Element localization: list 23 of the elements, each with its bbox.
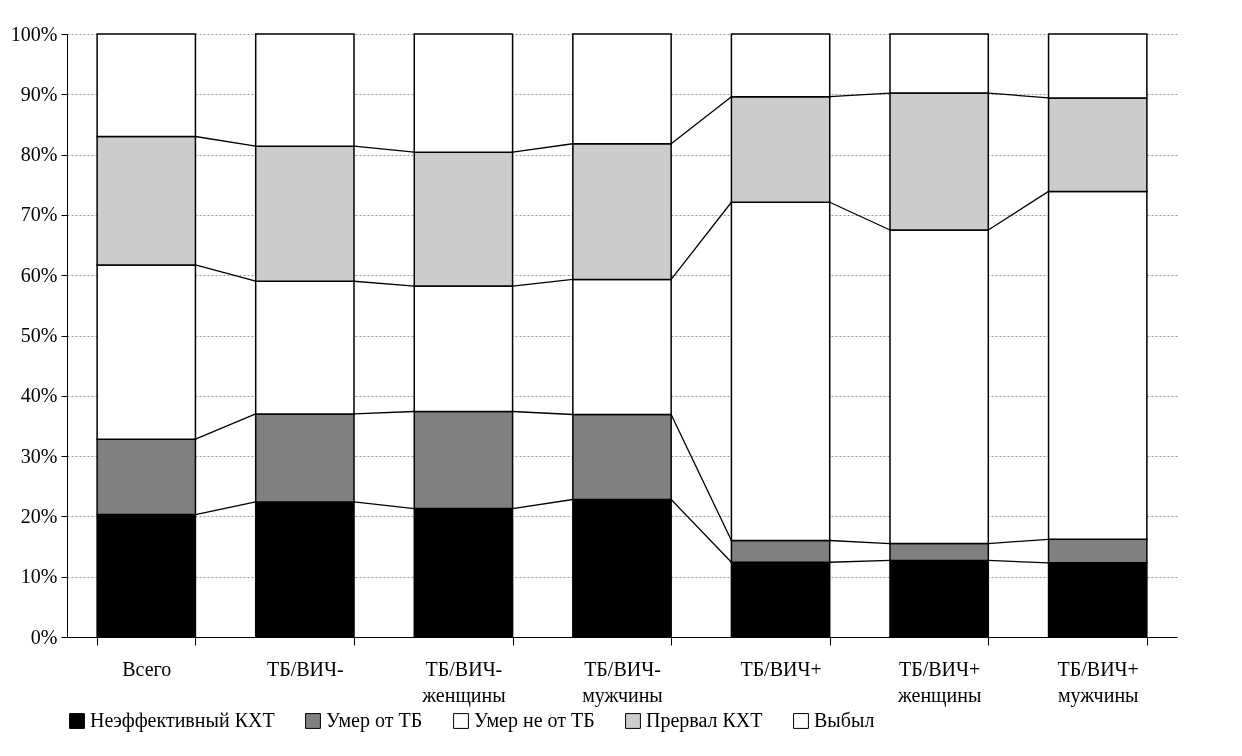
y-tick-label: 100% — [10, 22, 58, 45]
y-tick-label: 50% — [20, 324, 58, 346]
y-tick-label: 30% — [20, 444, 58, 467]
legend-label: Умер от ТБ — [326, 709, 423, 732]
y-tick-label: 90% — [20, 82, 58, 105]
y-tick-label: 60% — [20, 263, 58, 286]
x-tick-label: Всего — [122, 657, 172, 680]
x-tick-label: ТБ/ВИЧ+ женщины — [896, 657, 982, 707]
x-tick-label: ТБ/ВИЧ- женщины — [421, 657, 506, 707]
legend-label: Прервал КХТ — [646, 709, 763, 732]
y-tick-label: 80% — [20, 143, 58, 166]
y-tick-label: 10% — [20, 565, 58, 588]
y-tick-label: 40% — [20, 384, 58, 407]
y-tick-label: 0% — [30, 625, 58, 648]
y-tick-label: 20% — [20, 504, 58, 527]
x-tick-label: ТБ/ВИЧ- мужчины — [582, 657, 663, 707]
legend-label: Неэффективный КХТ — [90, 709, 275, 732]
x-tick-label: ТБ/ВИЧ- — [267, 657, 344, 680]
legend-label: Умер не от ТБ — [474, 709, 595, 732]
y-tick-label: 70% — [20, 203, 58, 226]
x-tick-label: ТБ/ВИЧ+ мужчины — [1057, 657, 1139, 707]
x-tick-label: ТБ/ВИЧ+ — [740, 657, 822, 680]
legend-label: Выбыл — [814, 709, 875, 731]
